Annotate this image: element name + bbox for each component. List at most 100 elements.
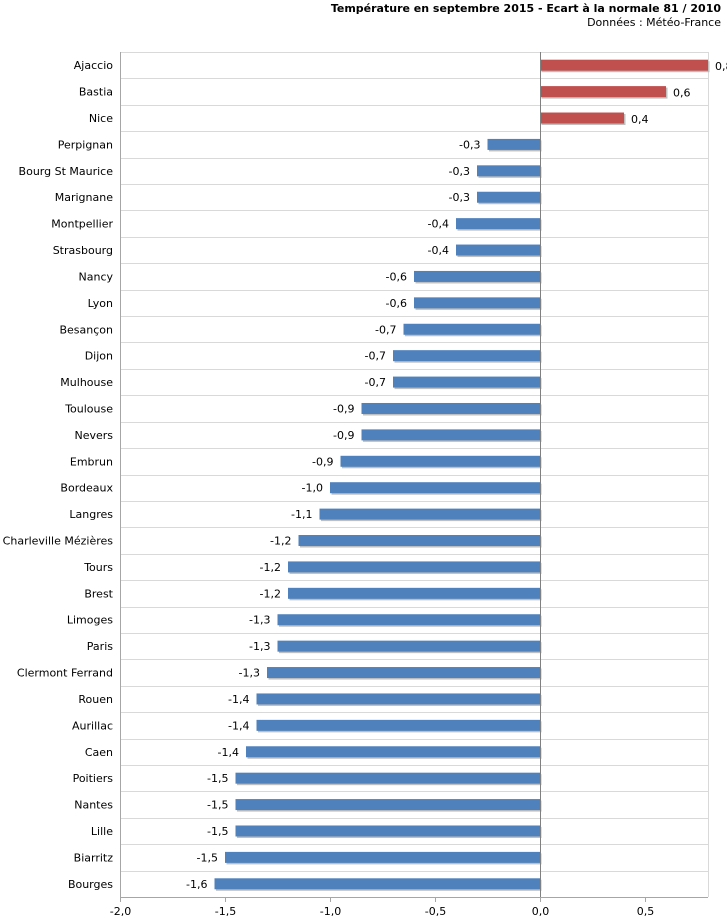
chart-subtitle: Données : Météo-France xyxy=(587,16,721,29)
bar-dijon xyxy=(393,350,540,362)
x-tick-label: 0,0 xyxy=(532,905,550,918)
data-label: -0,9 xyxy=(312,455,333,468)
data-label: -1,2 xyxy=(260,561,281,574)
bar-nevers xyxy=(361,429,540,441)
category-label: Langres xyxy=(69,508,113,521)
category-label: Marignane xyxy=(55,191,113,204)
data-label: 0,4 xyxy=(631,113,649,126)
bar-montpellier xyxy=(456,218,540,230)
bar-lyon xyxy=(414,297,540,309)
category-label: Aurillac xyxy=(72,719,113,732)
category-label: Rouen xyxy=(78,693,113,706)
category-label: Nice xyxy=(89,112,113,125)
bar-nice xyxy=(540,112,624,124)
bar-clermont-ferrand xyxy=(267,667,540,679)
data-label: -1,4 xyxy=(218,746,239,759)
x-tick-label: -0,5 xyxy=(425,905,446,918)
category-label: Ajaccio xyxy=(74,59,113,72)
bar-mulhouse xyxy=(393,376,540,388)
bar-marignane xyxy=(477,191,540,203)
category-label: Montpellier xyxy=(51,218,113,231)
bar-limoges xyxy=(277,614,540,626)
data-label: -0,3 xyxy=(459,138,480,151)
category-label: Poitiers xyxy=(73,772,114,785)
bar-paris xyxy=(277,640,540,652)
category-label: Bordeaux xyxy=(60,482,113,495)
data-label: -1,5 xyxy=(197,851,218,864)
category-label: Nevers xyxy=(74,429,113,442)
bar-biarritz xyxy=(225,851,540,863)
bar-strasbourg xyxy=(456,244,540,256)
bar-embrun xyxy=(340,455,540,467)
category-label: Mulhouse xyxy=(60,376,113,389)
data-label: 0,8 xyxy=(715,60,727,73)
category-label: Caen xyxy=(85,746,113,759)
category-label: Lille xyxy=(91,825,113,838)
bar-lille xyxy=(235,825,540,837)
data-label: -1,3 xyxy=(249,640,270,653)
data-label: -0,9 xyxy=(333,429,354,442)
data-label: -1,4 xyxy=(228,693,249,706)
data-label: -0,6 xyxy=(386,297,407,310)
data-label: -0,7 xyxy=(365,350,386,363)
bar-besan-on xyxy=(403,323,540,335)
bar-nancy xyxy=(414,270,540,282)
category-label: Toulouse xyxy=(64,402,113,415)
category-label: Lyon xyxy=(88,297,113,310)
data-label: -0,3 xyxy=(449,191,470,204)
bar-langres xyxy=(319,508,540,520)
x-tick-label: -1,5 xyxy=(215,905,236,918)
bar-bastia xyxy=(540,86,666,98)
data-label: 0,6 xyxy=(673,87,691,100)
category-label: Bourg St Maurice xyxy=(19,165,114,178)
data-label: -1,1 xyxy=(291,508,312,521)
data-label: -0,6 xyxy=(386,270,407,283)
category-label: Perpignan xyxy=(58,138,113,151)
data-label: -0,7 xyxy=(365,376,386,389)
category-label: Brest xyxy=(84,587,113,600)
category-label: Bourges xyxy=(68,878,113,891)
data-label: -0,4 xyxy=(428,218,449,231)
chart-title-block: Température en septembre 2015 - Ecart à … xyxy=(331,2,721,29)
bar-poitiers xyxy=(235,772,540,784)
category-label: Nancy xyxy=(79,270,114,283)
data-label: -1,5 xyxy=(207,799,228,812)
category-label: Embrun xyxy=(70,455,113,468)
data-label: -1,4 xyxy=(228,719,249,732)
data-label: -1,3 xyxy=(249,614,270,627)
bar-bourges xyxy=(214,878,540,890)
bar-bordeaux xyxy=(330,482,540,494)
bar-nantes xyxy=(235,799,540,811)
data-label: -1,0 xyxy=(302,482,323,495)
x-tick-label: -1,0 xyxy=(320,905,341,918)
chart-title: Température en septembre 2015 - Ecart à … xyxy=(330,2,721,15)
bar-caen xyxy=(246,746,540,758)
bar-charleville-m-zi-res xyxy=(298,535,540,547)
category-label: Clermont Ferrand xyxy=(17,667,113,680)
data-label: -0,7 xyxy=(375,323,396,336)
bar-perpignan xyxy=(487,138,540,150)
data-label: -1,2 xyxy=(270,535,291,548)
category-label: Biarritz xyxy=(74,851,114,864)
bar-tours xyxy=(288,561,540,573)
category-label: Nantes xyxy=(74,799,113,812)
category-label: Tours xyxy=(83,561,113,574)
bar-bourg-st-maurice xyxy=(477,165,540,177)
data-label: -1,6 xyxy=(186,878,207,891)
data-label: -0,3 xyxy=(449,165,470,178)
data-label: -0,4 xyxy=(428,244,449,257)
bar-toulouse xyxy=(361,402,540,414)
data-label: -1,3 xyxy=(239,667,260,680)
bar-rouen xyxy=(256,693,540,705)
category-label: Dijon xyxy=(85,350,113,363)
category-label: Bastia xyxy=(79,86,113,99)
category-label: Besançon xyxy=(59,323,113,336)
category-label: Limoges xyxy=(67,614,113,627)
data-label: -1,2 xyxy=(260,587,281,600)
category-label: Strasbourg xyxy=(53,244,113,257)
x-tick-label: 0,5 xyxy=(637,905,655,918)
data-label: -1,5 xyxy=(207,772,228,785)
data-label: -1,5 xyxy=(207,825,228,838)
x-tick-label: -2,0 xyxy=(110,905,131,918)
